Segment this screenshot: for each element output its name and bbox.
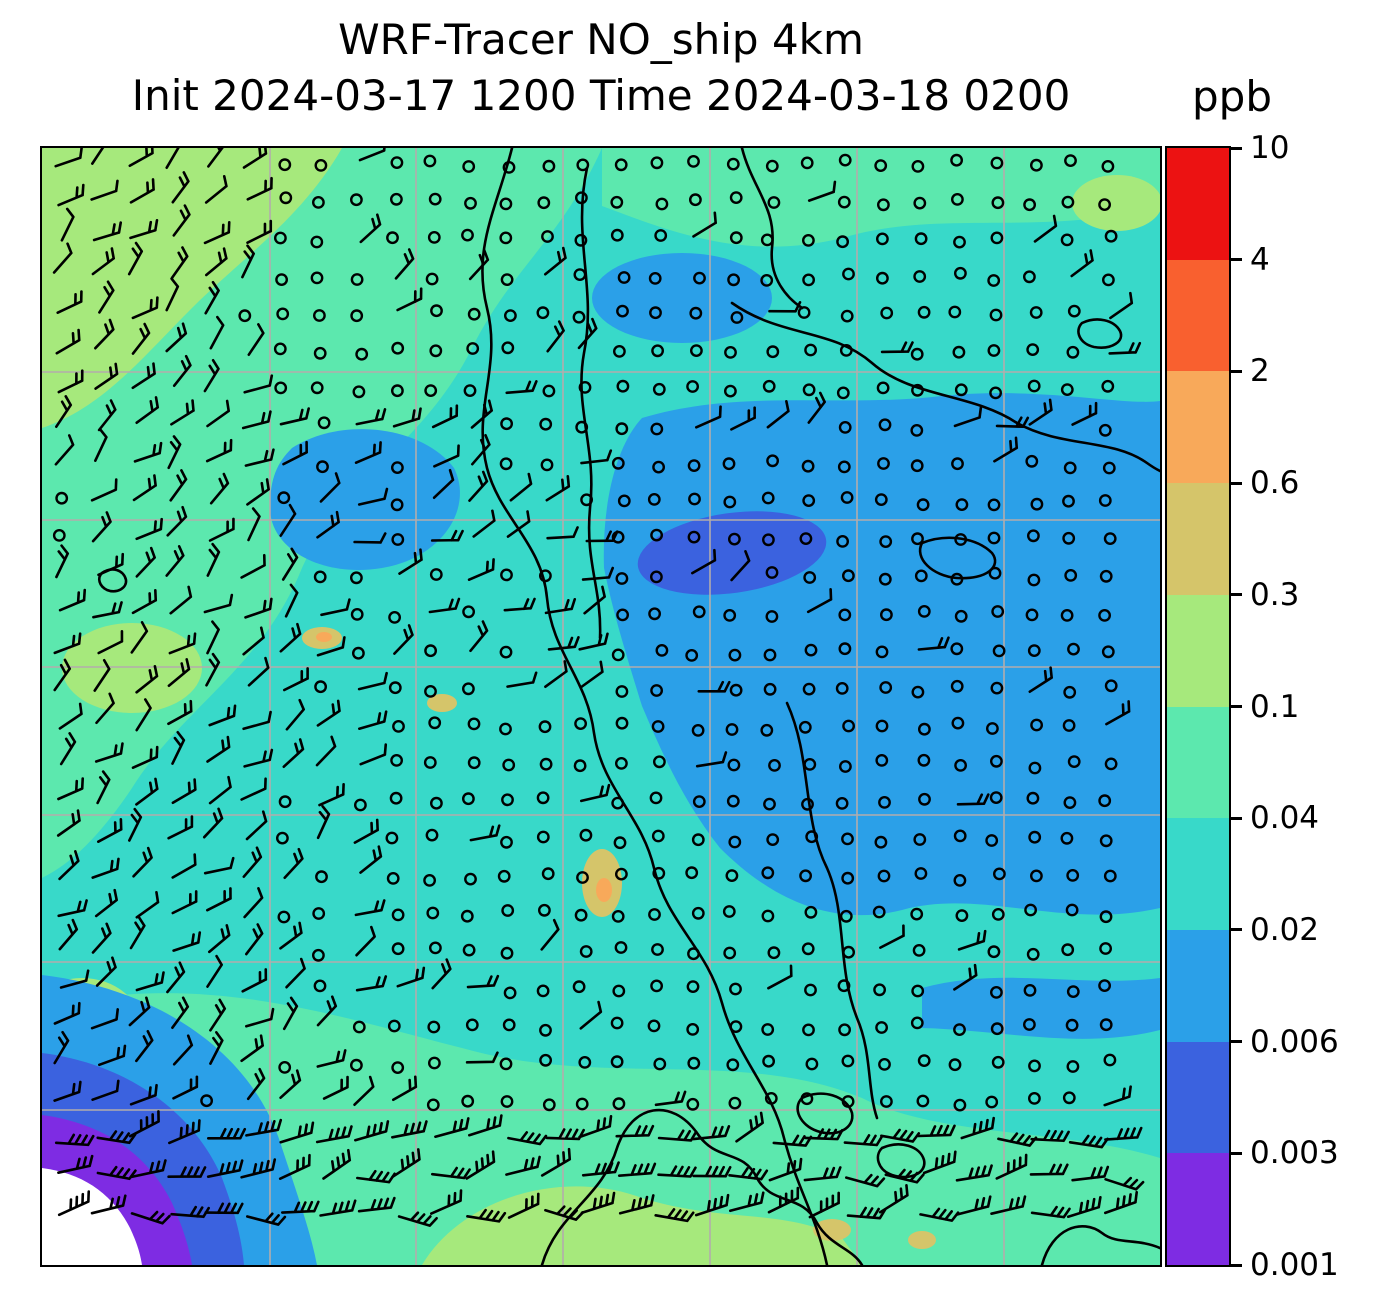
colorbar-tick-label: 0.04 (1250, 800, 1320, 837)
colorbar-tick-label: 2 (1250, 353, 1270, 390)
contour-level-0p04 (602, 148, 1160, 247)
colorbar-segment (1167, 371, 1229, 484)
colorbar-segment (1167, 818, 1229, 930)
contour-level-0p3 (813, 1219, 851, 1241)
colorbar-tick-label: 4 (1250, 241, 1270, 278)
colorbar-segment (1167, 1153, 1229, 1266)
colorbar-tick-label: 10 (1250, 130, 1290, 166)
colorbar-tickmark (1231, 705, 1242, 708)
colorbar-segment (1167, 148, 1229, 260)
colorbar-tickmark (1231, 258, 1242, 262)
contour-level-0p003 (637, 511, 827, 595)
contour-below-range (42, 1168, 142, 1265)
colorbar-segment (1167, 483, 1229, 595)
contour-level-0p1 (42, 148, 342, 428)
colorbar-tick-label: 0.1 (1250, 688, 1300, 725)
chart-title: WRF-Tracer NO_ship 4km (338, 15, 864, 64)
contour-level-0p006 (592, 253, 772, 343)
contour-level-0p3 (427, 694, 457, 712)
colorbar-tickmark (1231, 369, 1242, 373)
contour-level-0p1 (62, 623, 202, 713)
colorbar-tickmark (1231, 1263, 1242, 1267)
colorbar-tickmark (1231, 1040, 1242, 1044)
colorbar-tick-label: 0.3 (1250, 576, 1300, 613)
coastlines (97, 148, 1160, 1265)
colorbar-segment (1167, 1041, 1229, 1154)
colorbar-tick-label: 0.6 (1250, 465, 1300, 502)
colorbar-tickmark (1231, 481, 1242, 485)
colorbar-tick-label: 0.006 (1250, 1023, 1339, 1060)
colorbar-units-label: ppb (1192, 72, 1272, 121)
colorbar-tickmark (1231, 928, 1242, 932)
colorbar-segment (1167, 259, 1229, 372)
colorbar-tick-label: 0.003 (1250, 1135, 1339, 1172)
colorbar-tickmark (1231, 146, 1242, 150)
wind-barb-overlay (52, 148, 1145, 1227)
latlon-grid (42, 148, 1160, 1265)
contour-level-0p1 (1072, 175, 1160, 231)
colorbar-tick-label: 0.02 (1250, 911, 1320, 948)
colorbar-tickmark (1231, 1151, 1242, 1155)
contour-level-0p6 (596, 878, 612, 902)
colorbar-tickmark (1231, 816, 1242, 820)
chart-subtitle: Init 2024-03-17 1200 Time 2024-03-18 020… (131, 71, 1071, 120)
colorbar-segment (1167, 929, 1229, 1042)
colorbar (1165, 146, 1231, 1267)
colorbar-tickmark (1231, 593, 1242, 597)
contour-level-0p6 (316, 632, 332, 642)
map-svg (42, 148, 1160, 1265)
contour-level-0p3 (908, 1231, 936, 1249)
colorbar-segment (1167, 594, 1229, 707)
map-plot-area (40, 146, 1162, 1267)
colorbar-segment (1167, 706, 1229, 819)
colorbar-tick-label: 0.001 (1250, 1247, 1339, 1283)
